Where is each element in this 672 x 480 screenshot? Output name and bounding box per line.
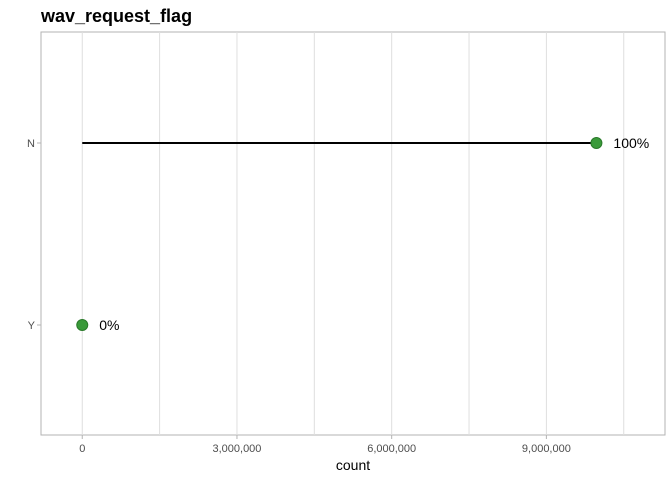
x-tick-label-0: 0: [79, 443, 85, 455]
x-axis: 0 3,000,000 6,000,000 9,000,000: [79, 435, 571, 455]
y-tick-label-0: N: [27, 138, 35, 150]
y-tick-label-1: Y: [28, 320, 36, 332]
panel-border: [40, 31, 666, 436]
data-labels: 100% 0%: [99, 135, 649, 333]
x-tick-label-2: 6,000,000: [367, 443, 416, 455]
data-label-N: 100%: [613, 135, 649, 151]
x-tick-label-3: 9,000,000: [522, 443, 571, 455]
x-axis-title: count: [336, 457, 370, 473]
y-axis: NY: [27, 138, 41, 332]
chart-title: wav_request_flag: [40, 6, 192, 26]
data-label-Y: 0%: [99, 317, 119, 333]
lollipop-point-N: [590, 137, 603, 149]
x-tick-label-1: 3,000,000: [212, 443, 261, 455]
lollipop-marks: [76, 137, 603, 331]
lollipop-point-Y: [76, 319, 89, 331]
grid-lines: [81, 32, 625, 435]
